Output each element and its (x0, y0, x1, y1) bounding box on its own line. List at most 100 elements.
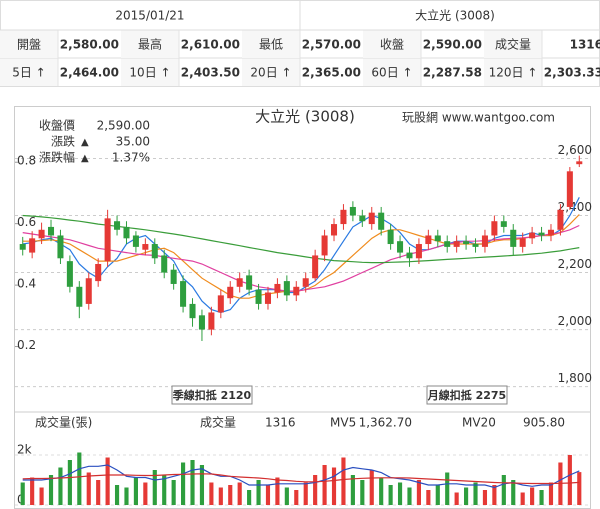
volume-bar (548, 482, 554, 505)
volume-bar (482, 490, 488, 505)
candle-body (95, 263, 102, 282)
candle-body (330, 224, 338, 236)
quote-value: 2,590.00 (423, 38, 482, 52)
candle-body (481, 235, 488, 247)
volume-bar (181, 462, 186, 505)
volume-bar (369, 470, 374, 505)
volume-bar (86, 472, 91, 505)
volume-bar (511, 480, 516, 505)
candle-body (444, 241, 451, 247)
volume-bar (426, 490, 431, 505)
volume-bar (162, 475, 167, 505)
volume-bar (124, 487, 129, 505)
label-cell (121, 30, 179, 58)
candle-body (227, 286, 234, 299)
volume-ma-line (22, 473, 580, 485)
candle-body (189, 303, 196, 319)
candle-body (57, 235, 64, 259)
volume-bar (209, 482, 214, 505)
volume-bar (171, 480, 176, 505)
quote-label: 5日 ↑ (12, 66, 46, 80)
volume-bar (520, 492, 525, 505)
candle-body (170, 269, 177, 284)
candle-body (349, 206, 356, 216)
label-cell (121, 58, 179, 86)
candle-body (359, 215, 366, 222)
volume-bar (237, 482, 242, 505)
candle-body (76, 286, 83, 307)
annotation-box (426, 385, 508, 405)
candle-body (29, 238, 36, 253)
volume-tick-label: 2k (17, 443, 32, 457)
candle-body (510, 229, 517, 247)
volume-bar (303, 482, 308, 505)
volume-bar (341, 457, 346, 505)
quote-label: 開盤 (17, 38, 41, 52)
candle-body (415, 244, 422, 259)
candle-body (151, 244, 158, 259)
volume-bar (379, 477, 384, 505)
volume-bar (275, 477, 280, 505)
candle-body (264, 292, 272, 304)
candle-body (283, 281, 290, 296)
candle-body (491, 221, 498, 236)
volume-bar (218, 487, 223, 505)
quote-label: 最高 (138, 37, 162, 52)
candle-body (312, 255, 319, 279)
candle-body (500, 221, 507, 227)
candle-body (236, 278, 243, 287)
info-label: 漲跌幅 (39, 150, 75, 165)
candle-body (104, 218, 111, 262)
volume-bar (397, 482, 403, 505)
quote-label: 收盤 (380, 38, 404, 52)
candle-body (246, 275, 253, 290)
left-tick-label: 0.4 (17, 277, 36, 291)
candle-body (397, 241, 404, 253)
volume-bar (30, 477, 35, 505)
volume-bar (199, 465, 205, 505)
quote-value: 2,580.00 (60, 38, 119, 52)
volume-stat-label: 成交量 (200, 415, 236, 430)
label-cell (242, 58, 300, 86)
volume-bar (105, 457, 110, 505)
info-value: 35.00 (116, 135, 150, 149)
volume-bar (435, 485, 440, 505)
candle-body (293, 286, 300, 296)
quote-label: 20日 ↑ (250, 66, 291, 80)
volume-bar (114, 485, 120, 505)
quote-name: 大立光 (3008) (415, 8, 495, 23)
volume-bar (530, 487, 535, 505)
label-cell (484, 30, 542, 58)
candle-body (368, 212, 375, 225)
quote-value: 2,403.50 (181, 66, 240, 80)
volume-ma-line (22, 464, 580, 489)
quote-label: 成交量 (495, 37, 531, 52)
candle-body (378, 212, 385, 230)
annotation: 月線扣抵 2275 (427, 388, 506, 402)
info-value: 1.37% (112, 151, 150, 165)
volume-bar (20, 482, 25, 505)
quote-value: 1316 (570, 38, 600, 52)
candle-body (255, 289, 262, 304)
candle-body (47, 226, 55, 236)
volume-bar (567, 455, 572, 505)
candle-body (114, 221, 121, 230)
quote-label: 120日 ↑ (489, 66, 538, 80)
label-cell (363, 30, 421, 58)
label-cell (0, 30, 58, 58)
label-cell (363, 58, 421, 86)
candle-body (208, 312, 215, 330)
y-tick-label: 2,600 (558, 143, 592, 157)
volume-bar (96, 480, 101, 505)
candle-body (38, 229, 45, 239)
volume-bar (152, 470, 157, 505)
candle-body (538, 232, 545, 236)
y-tick-label: 2,200 (558, 257, 592, 271)
volume-bar (284, 487, 289, 505)
volume-bar (577, 472, 582, 505)
volume-bar (133, 477, 138, 505)
volume-bar (39, 487, 44, 505)
volume-bar (360, 480, 365, 505)
candle-body (557, 209, 564, 230)
